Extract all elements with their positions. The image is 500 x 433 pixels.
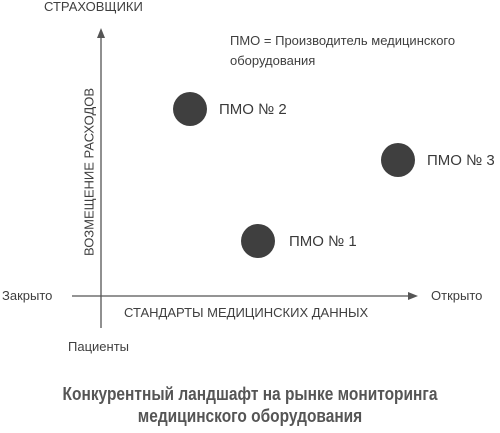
point-pmo-2-label: ПМО № 2 xyxy=(219,101,287,118)
y-axis-bottom-label: Пациенты xyxy=(68,339,129,354)
caption-line-2: медицинского оборудования xyxy=(137,406,363,426)
x-axis-arrow xyxy=(408,292,418,300)
point-pmo-1-label: ПМО № 1 xyxy=(289,233,357,250)
y-axis-title: ВОЗМЕЩЕНИЕ РАСХОДОВ xyxy=(81,87,97,257)
point-pmo-2-marker xyxy=(173,92,207,126)
legend-note-line-1: ПМО = Производитель медицинского xyxy=(230,33,456,48)
legend-note-line-2: оборудования xyxy=(230,53,316,68)
caption-line-1: Конкурентный ландшафт на рынке мониторин… xyxy=(62,384,438,404)
legend-note: ПМО = Производитель медицинского оборудо… xyxy=(230,31,455,71)
figure-caption: Конкурентный ландшафт на рынке мониторин… xyxy=(35,383,465,427)
x-axis-left-label: Закрыто xyxy=(2,288,53,303)
x-axis-title: СТАНДАРТЫ МЕДИЦИНСКИХ ДАННЫХ xyxy=(124,305,369,320)
point-pmo-3-label: ПМО № 3 xyxy=(427,152,495,169)
point-pmo-3-marker xyxy=(381,143,415,177)
y-axis-arrow xyxy=(97,28,105,38)
x-axis-right-label: Открыто xyxy=(431,288,483,303)
y-axis-top-label: СТРАХОВЩИКИ xyxy=(44,0,143,14)
point-pmo-1-marker xyxy=(241,224,275,258)
